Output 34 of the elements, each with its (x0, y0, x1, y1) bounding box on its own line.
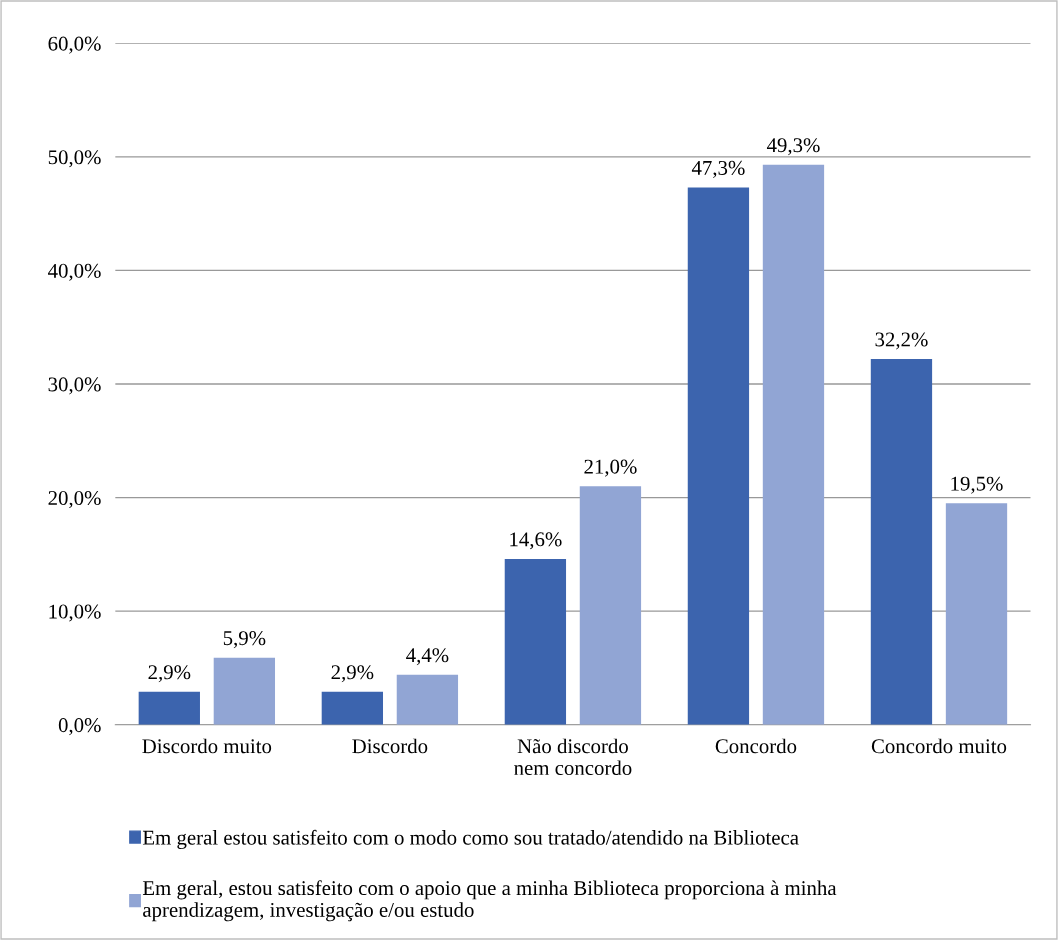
x-tick-label: Discordo muito (142, 738, 272, 754)
y-tick-label: 50,0% (48, 150, 101, 168)
legend-label: Em geral estou satisfeito com o modo como sou tratado/atendido na Biblioteca (142, 829, 799, 849)
x-tick-label: Concordo muito (871, 738, 1007, 754)
data-label: 4,4% (406, 648, 449, 666)
data-label: 47,3% (691, 160, 745, 178)
legend-label: Em geral, estou satisfeito com o apoio que a minha Biblioteca proporciona à minha aprendizagem, investigação e/ou estudo (142, 880, 837, 922)
x-tick-label: Não discordo nem concordo (514, 738, 632, 776)
x-tick-label: Concordo (715, 738, 797, 754)
data-label: 2,9% (148, 665, 191, 683)
y-tick-label: 10,0% (49, 604, 101, 622)
bar (945, 503, 1008, 725)
data-label: 2,9% (331, 665, 374, 683)
data-label: 14,6% (510, 532, 562, 550)
y-tick-label: 20,0% (48, 490, 101, 508)
data-label: 49,3% (766, 138, 820, 156)
y-tick-label: 0,0% (58, 718, 101, 736)
data-label: 32,2% (875, 332, 928, 350)
data-label: 19,5% (951, 476, 1003, 494)
bar (396, 674, 459, 725)
bar (504, 558, 567, 725)
bar (687, 187, 750, 725)
bar (762, 164, 825, 725)
y-tick-label: 30,0% (48, 377, 101, 395)
y-tick-label: 40,0% (48, 263, 101, 281)
bar (321, 691, 384, 725)
x-tick-label: Discordo (352, 738, 428, 754)
y-tick-label: 60,0% (48, 36, 101, 54)
bar (870, 359, 933, 725)
bar (579, 486, 642, 725)
data-label: 5,9% (223, 631, 266, 649)
bar (138, 691, 200, 725)
data-label: 21,0% (584, 459, 637, 477)
bar (213, 657, 276, 725)
